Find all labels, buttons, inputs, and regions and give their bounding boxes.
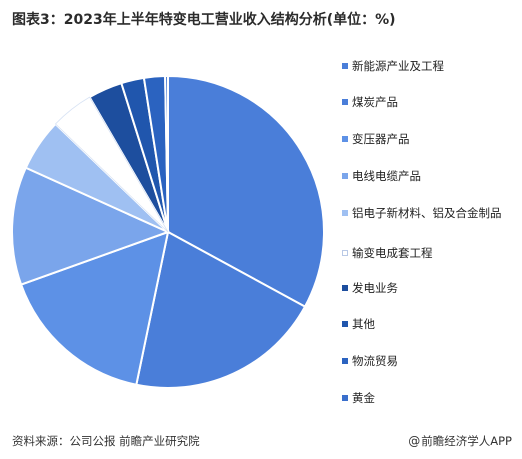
legend-label: 物流贸易 xyxy=(352,354,398,368)
chart-title: 图表3：2023年上半年特变电工营业收入结构分析(单位：%) xyxy=(12,12,396,28)
legend-swatch xyxy=(342,358,348,364)
legend-swatch xyxy=(342,136,348,142)
legend-item-2: 变压器产品 xyxy=(342,131,517,147)
at-icon: @ xyxy=(408,434,421,448)
legend-swatch xyxy=(342,321,348,327)
legend-swatch xyxy=(342,250,348,256)
legend-label: 电线电缆产品 xyxy=(352,169,421,183)
legend-swatch xyxy=(342,210,348,216)
pie-slice-2 xyxy=(19,230,170,386)
legend-item-8: 物流贸易 xyxy=(342,353,517,369)
pie-chart xyxy=(0,70,340,400)
legend-item-6: 发电业务 xyxy=(342,280,517,296)
pie-slice-9 xyxy=(164,74,169,233)
pie-slice-0 xyxy=(167,74,325,308)
legend-label: 其他 xyxy=(352,317,375,331)
source-note: 资料来源：公司公报 前瞻产业研究院 xyxy=(12,434,200,448)
legend-swatch xyxy=(342,173,348,179)
legend-item-4: 铝电子新材料、铝及合金制品 xyxy=(342,205,517,221)
legend-swatch xyxy=(342,99,348,105)
pie-slice-3 xyxy=(11,166,171,286)
brand-name: 前瞻经济学人APP xyxy=(421,434,512,448)
pie-slice-outline xyxy=(54,96,169,233)
legend-label: 铝电子新材料、铝及合金制品 xyxy=(352,206,502,220)
pie-slice-1 xyxy=(135,230,307,389)
legend-label: 新能源产业及工程 xyxy=(352,59,444,73)
legend-item-1: 煤炭产品 xyxy=(342,94,517,110)
pie-svg xyxy=(11,74,325,389)
legend-swatch xyxy=(342,395,348,401)
legend-label: 煤炭产品 xyxy=(352,95,398,109)
legend-item-7: 其他 xyxy=(342,316,517,332)
legend-swatch xyxy=(342,63,348,69)
legend-item-0: 新能源产业及工程 xyxy=(342,58,517,74)
legend-item-3: 电线电缆产品 xyxy=(342,168,517,184)
legend-label: 变压器产品 xyxy=(352,132,410,146)
brand-credit: @前瞻经济学人APP xyxy=(408,433,512,449)
legend-label: 输变电成套工程 xyxy=(352,246,433,260)
legend-item-9: 黄金 xyxy=(342,390,517,406)
legend-item-5: 输变电成套工程 xyxy=(342,245,517,261)
legend-label: 发电业务 xyxy=(352,281,398,295)
legend-swatch xyxy=(342,285,348,291)
legend-label: 黄金 xyxy=(352,391,375,405)
